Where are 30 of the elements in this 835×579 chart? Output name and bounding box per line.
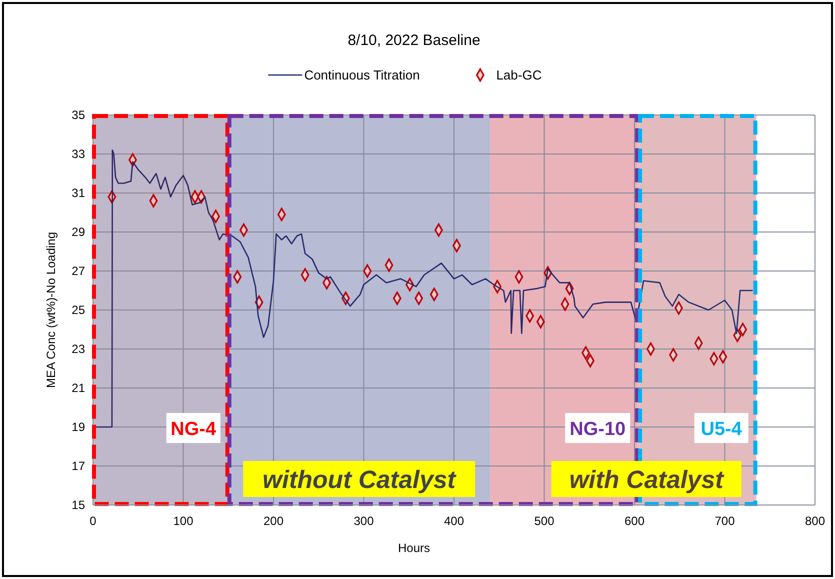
x-axis-title: Hours [398, 541, 430, 555]
chart-title: 8/10, 2022 Baseline [348, 32, 480, 49]
x-tick-label: 800 [804, 514, 826, 528]
y-tick-label: 33 [72, 147, 86, 162]
band-label: with Catalyst [569, 466, 726, 494]
x-tick-label: 100 [173, 514, 194, 528]
x-tick-label: 0 [90, 514, 97, 528]
band-label: NG-4 [170, 419, 216, 440]
x-tick-label: 400 [444, 514, 464, 528]
y-tick-label: 17 [72, 459, 86, 474]
x-tick-label: 500 [534, 514, 555, 528]
y-tick-label: 23 [72, 342, 86, 356]
x-tick-label: 600 [624, 514, 645, 528]
y-tick-label: 25 [72, 303, 86, 318]
band-label: U5-4 [700, 419, 742, 440]
y-tick-label: 19 [72, 420, 86, 434]
y-tick-label: 29 [72, 225, 86, 240]
y-axis-title: MEA Conc (wt%)-No Loading [44, 232, 58, 388]
legend-label: Continuous Titration [304, 68, 420, 83]
y-tick-label: 15 [72, 498, 86, 512]
band-label: without Catalyst [262, 466, 458, 494]
y-tick-label: 31 [72, 186, 86, 200]
band-label: NG-10 [570, 419, 626, 440]
y-tick-label: 27 [72, 264, 86, 278]
x-tick-label: 300 [354, 514, 374, 528]
legend-label: Lab-GC [496, 68, 542, 83]
x-tick-label: 200 [263, 514, 284, 528]
y-tick-label: 35 [72, 108, 86, 122]
x-tick-label: 700 [714, 514, 736, 528]
y-tick-label: 21 [72, 381, 86, 396]
